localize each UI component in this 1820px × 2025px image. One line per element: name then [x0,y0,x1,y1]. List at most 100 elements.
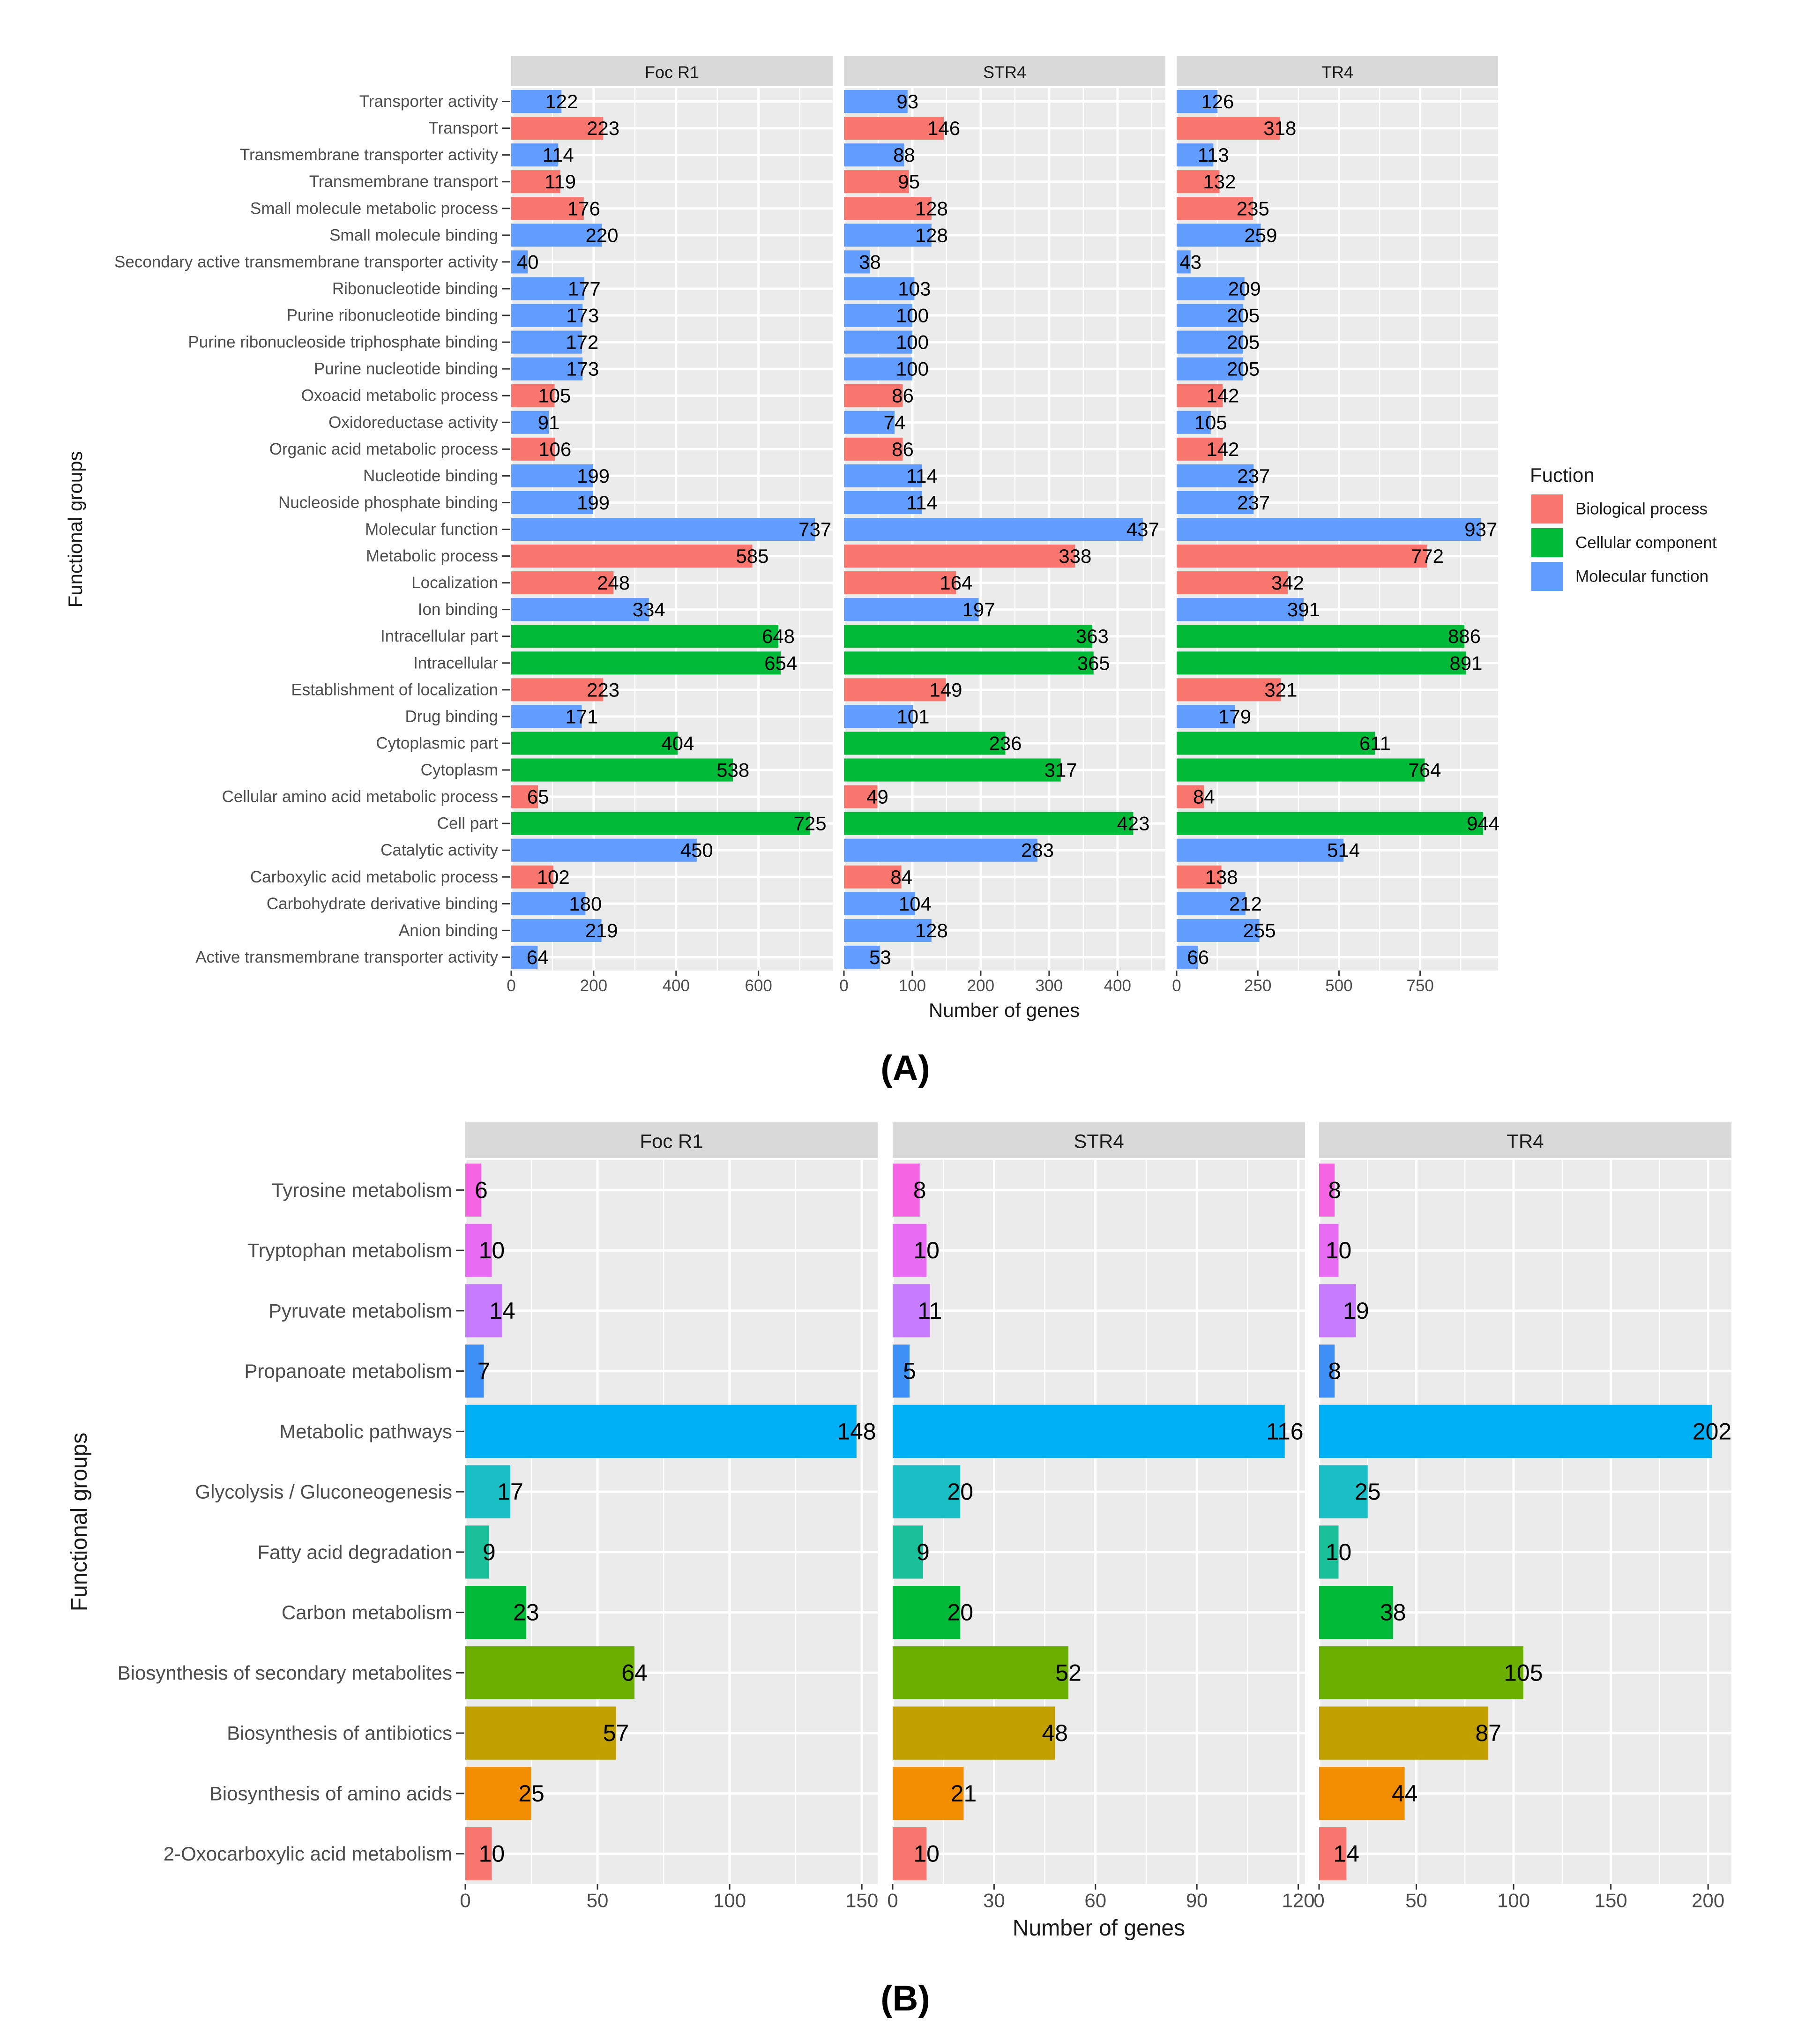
data-label: 38 [1380,1599,1406,1626]
category-label: Fatty acid degradation [257,1541,452,1563]
data-label: 737 [798,518,831,540]
data-label: 148 [837,1418,876,1444]
bar [844,892,915,915]
data-label: 38 [859,251,881,273]
category-label: Small molecule binding [329,226,498,244]
bar [893,1767,964,1820]
bar [1177,678,1281,702]
bar [511,250,528,274]
bar [1177,758,1425,782]
legend-label: Biological process [1575,500,1708,518]
x-tick-label: 200 [1692,1890,1724,1912]
data-label: 14 [1333,1841,1359,1867]
panel-background [465,1160,878,1884]
data-label: 450 [680,839,713,861]
bar [511,143,559,167]
bar [1319,1405,1712,1458]
category-label: Purine nucleotide binding [314,360,498,378]
bar [1177,705,1235,728]
data-label: 25 [1355,1479,1381,1505]
data-label: 65 [527,786,549,808]
category-label: Oxidoreductase activity [328,413,498,432]
data-label: 8 [1328,1177,1341,1203]
bar [844,758,1061,782]
category-label: Biosynthesis of antibiotics [227,1722,452,1744]
data-label: 891 [1449,652,1482,674]
data-label: 648 [762,625,795,647]
data-label: 103 [898,277,931,299]
data-label: 21 [951,1780,977,1807]
bar [511,678,604,702]
category-label: Cellular amino acid metabolic process [222,788,498,806]
data-label: 9 [483,1539,496,1565]
data-label: 84 [890,866,912,888]
facet-foc-r1: Foc R1 0 50 100 150 6 10 14 7 148 17 9 23 64 57 25 10 [460,1122,878,1912]
data-label: 205 [1227,331,1260,353]
bar [844,732,1006,755]
category-label: Purine ribonucleotide binding [287,306,498,325]
category-label: Biosynthesis of secondary metabolites [118,1662,452,1684]
bar [511,625,778,648]
data-label: 772 [1411,545,1444,567]
data-label: 173 [566,358,599,380]
data-label: 40 [517,251,539,273]
bar [844,224,932,247]
data-label: 180 [569,893,602,915]
data-label: 105 [1194,411,1227,433]
data-label: 149 [929,679,962,701]
data-label: 53 [869,946,891,968]
bar [893,1827,927,1881]
category-label: Catalytic activity [380,841,498,859]
bar [511,945,538,969]
bar [511,117,604,140]
data-label: 205 [1227,358,1260,380]
category-label: Pyruvate metabolism [269,1300,452,1322]
data-label: 7 [477,1358,491,1384]
category-label: Organic acid metabolic process [269,440,498,458]
bar [511,571,614,595]
data-label: 106 [538,438,571,460]
bar [844,812,1134,835]
x-tick-label: 100 [1497,1890,1530,1912]
bar [893,1706,1055,1760]
x-tick-label: 600 [745,977,772,995]
bar [844,357,912,381]
data-label: 223 [587,117,619,139]
category-label: Tyrosine metabolism [272,1179,452,1201]
bar [1177,838,1344,862]
category-label: Purine ribonucleoside triphosphate bindi… [188,333,498,351]
data-label: 126 [1201,90,1234,112]
data-label: 10 [479,1841,505,1867]
x-tick-label: 0 [839,977,848,995]
data-label: 128 [915,224,948,246]
bar [511,919,602,942]
bar [1177,571,1288,595]
bar [1319,1585,1393,1639]
x-axis-title: Number of genes [1013,1916,1185,1941]
bar [1177,545,1427,568]
facet-strip [893,1122,1305,1158]
x-tick-label: 400 [1104,977,1131,995]
data-label: 342 [1271,572,1304,594]
bar [844,625,1092,648]
bar [465,1163,481,1217]
x-tick-label: 0 [1172,977,1181,995]
bar [1177,812,1484,835]
bar [1177,224,1261,247]
bar [844,945,880,969]
data-label: 64 [621,1659,648,1686]
x-tick-label: 60 [1084,1890,1106,1912]
bar [1177,277,1245,300]
facet-title: TR4 [1321,63,1353,82]
facet-title: STR4 [983,63,1026,82]
data-label: 91 [538,411,560,433]
category-label: Ribonucleotide binding [332,279,498,298]
legend-swatch [1531,528,1563,557]
category-label: Glycolysis / Gluconeogenesis [195,1481,452,1503]
data-label: 611 [1359,732,1391,754]
bar [1319,1224,1339,1277]
data-label: 142 [1206,438,1239,460]
category-label: Cell part [437,814,499,833]
data-label: 10 [913,1841,940,1867]
bar [844,90,908,113]
